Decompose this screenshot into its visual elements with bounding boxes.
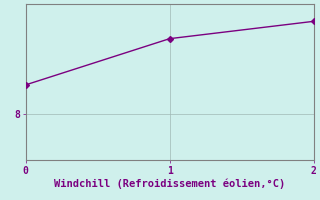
X-axis label: Windchill (Refroidissement éolien,°C): Windchill (Refroidissement éolien,°C) — [54, 178, 285, 189]
